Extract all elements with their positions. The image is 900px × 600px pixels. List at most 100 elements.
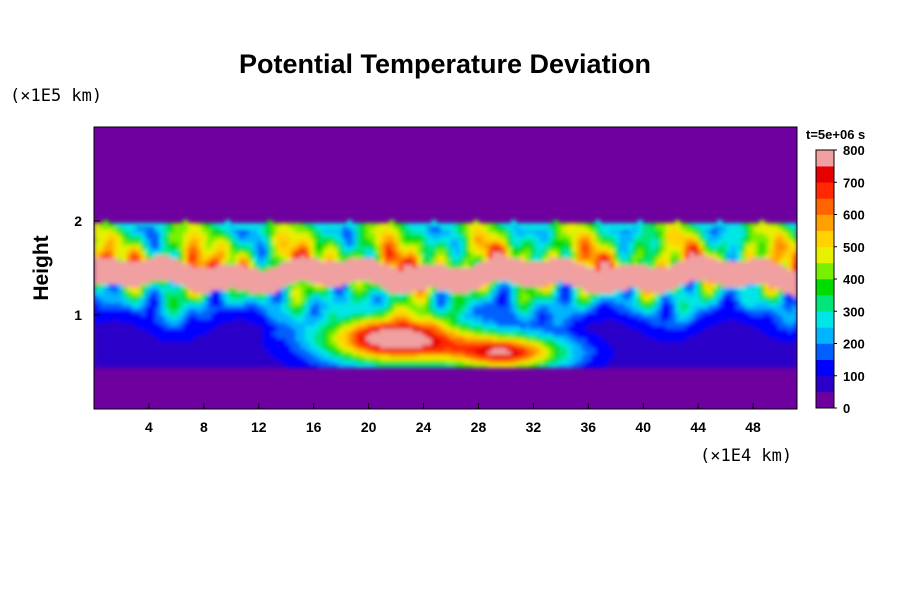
field-cell: [197, 232, 203, 237]
field-cell: [122, 316, 128, 320]
field-cell: [159, 264, 165, 269]
field-cell: [543, 322, 550, 327]
field-cell: [740, 309, 746, 314]
field-cell: [276, 258, 282, 262]
field-cell: [632, 287, 639, 291]
field-cell: [740, 325, 746, 330]
field-cell: [684, 239, 690, 243]
field-cell: [351, 325, 357, 330]
field-cell: [665, 274, 671, 279]
field-cell: [159, 239, 165, 243]
field-cell: [187, 290, 193, 295]
field-cell: [384, 232, 390, 237]
field-cell: [520, 274, 526, 279]
field-cell: [548, 239, 554, 243]
field-cell: [754, 255, 760, 259]
field-cell: [356, 280, 362, 285]
field-cell: [548, 274, 554, 279]
field-cell: [590, 280, 596, 285]
field-cell: [248, 274, 254, 279]
field-cell: [478, 258, 484, 262]
field-cell: [108, 296, 114, 301]
field-cell: [693, 248, 699, 253]
field-cell: [768, 316, 774, 320]
field-cell: [764, 319, 770, 323]
field-cell: [258, 290, 264, 295]
field-cell: [750, 316, 756, 320]
field-cell: [131, 226, 137, 230]
field-cell: [379, 274, 385, 279]
field-cell: [243, 232, 250, 237]
field-cell: [412, 306, 418, 311]
field-cell: [229, 232, 235, 237]
field-cell: [239, 271, 245, 275]
field-cell: [647, 226, 653, 230]
field-cell: [492, 300, 498, 304]
field-cell: [515, 248, 521, 253]
field-cell: [126, 261, 132, 266]
field-cell: [506, 258, 512, 262]
field-cell: [431, 296, 437, 301]
field-cell: [253, 312, 259, 317]
field-cell: [745, 271, 751, 275]
field-cell: [183, 255, 189, 259]
field-cell: [126, 232, 132, 237]
field-cell: [98, 239, 104, 243]
field-cell: [164, 258, 170, 262]
field-cell: [628, 284, 634, 288]
field-cell: [300, 293, 306, 298]
field-cell: [698, 274, 704, 279]
field-cell: [712, 271, 718, 275]
field-cell: [787, 309, 793, 314]
field-cell: [750, 309, 756, 314]
field-cell: [126, 264, 132, 269]
field-cell: [731, 264, 737, 269]
field-cell: [422, 322, 428, 327]
field-cell: [773, 274, 779, 279]
field-cell: [318, 258, 325, 262]
field-cell: [572, 271, 578, 275]
field-cell: [253, 268, 259, 272]
field-cell: [581, 229, 587, 234]
field-cell: [426, 296, 432, 301]
field-cell: [136, 226, 142, 230]
field-cell: [717, 274, 723, 279]
field-cell: [117, 226, 123, 230]
field-cell: [126, 312, 132, 317]
field-cell: [431, 319, 437, 323]
field-cell: [412, 280, 418, 285]
field-cell: [361, 258, 367, 262]
field-cell: [487, 242, 493, 246]
field-cell: [412, 274, 418, 279]
field-cell: [347, 248, 353, 253]
field-cell: [675, 264, 681, 269]
field-cell: [520, 245, 526, 250]
field-cell: [136, 274, 142, 279]
field-cell: [675, 312, 681, 317]
field-cell: [778, 271, 784, 275]
field-cell: [304, 255, 310, 259]
field-cell: [187, 312, 193, 317]
field-cell: [300, 271, 306, 275]
field-cell: [459, 325, 465, 330]
field-cell: [136, 261, 142, 266]
field-cell: [548, 232, 554, 237]
field-cell: [468, 242, 475, 246]
field-cell: [290, 306, 296, 311]
field-cell: [482, 242, 489, 246]
field-cell: [351, 264, 357, 269]
field-cell: [295, 223, 301, 227]
field-cell: [201, 268, 207, 272]
field-cell: [454, 235, 460, 240]
field-cell: [187, 264, 193, 269]
field-cell: [183, 242, 189, 246]
field-cell: [243, 242, 250, 246]
field-cell: [534, 284, 540, 288]
field-cell: [764, 274, 770, 279]
field-cell: [722, 309, 728, 314]
field-cell: [131, 316, 137, 320]
field-cell: [675, 280, 681, 285]
field-cell: [764, 239, 770, 243]
field-cell: [201, 229, 207, 234]
field-cell: [487, 296, 493, 301]
